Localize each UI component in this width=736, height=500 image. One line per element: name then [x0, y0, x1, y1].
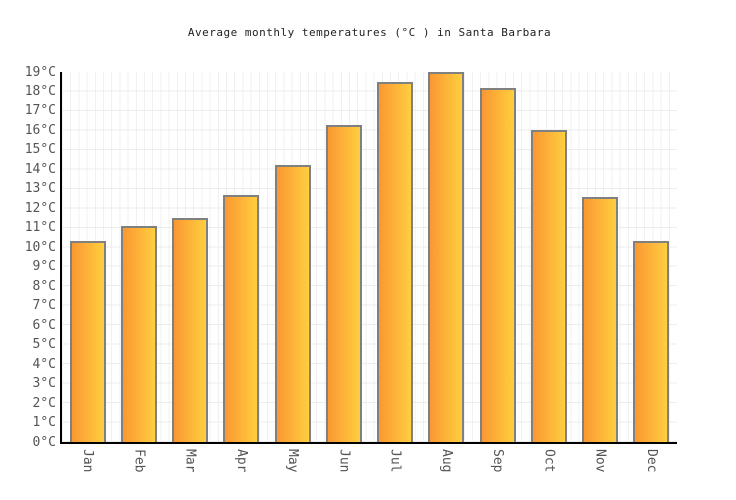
x-axis-tick-label: Aug: [438, 449, 454, 473]
chart-title: Average monthly temperatures (°C ) in Sa…: [187, 26, 552, 39]
bar-slot-oct: [523, 72, 574, 442]
bar-series: [62, 72, 677, 442]
y-axis-tick-label: 16°C: [24, 122, 56, 138]
x-axis-cell-mar: Mar: [165, 449, 216, 472]
x-axis-cell-oct: Oct: [523, 449, 574, 472]
x-axis-cell-aug: Aug: [421, 449, 472, 472]
x-axis-labels: Jan Feb Mar Apr May Jun Jul Aug Sep Oct Nov Dec: [62, 449, 677, 472]
bar-slot-sep: [472, 72, 523, 442]
bar-slot-aug: [421, 72, 472, 442]
bar-slot-nov: [575, 72, 626, 442]
bar-slot-jan: [62, 72, 113, 442]
x-axis-cell-jun: Jun: [318, 449, 369, 472]
bar-slot-jun: [318, 72, 369, 442]
y-axis-tick-label: 6°C: [32, 317, 56, 333]
x-axis-cell-jul: Jul: [370, 449, 421, 472]
x-axis-cell-nov: Nov: [575, 449, 626, 472]
x-axis-tick-label: Feb: [131, 449, 147, 473]
plot-area: [60, 72, 677, 444]
y-axis-labels: 0°C 1°C 2°C 3°C 4°C 5°C 6°C 7°C 8°C 9°C 10°C 11°C 12…: [0, 0, 56, 500]
x-axis-cell-feb: Feb: [113, 449, 164, 472]
x-axis-cell-sep: Sep: [472, 449, 523, 472]
x-axis-tick-label: Sep: [490, 449, 506, 473]
y-axis-tick-label: 12°C: [24, 200, 56, 216]
x-axis-tick-label: Apr: [233, 449, 249, 473]
y-axis-tick-label: 5°C: [32, 337, 56, 353]
x-axis-tick-label: Mar: [182, 449, 198, 473]
y-axis-tick-label: 2°C: [32, 395, 56, 411]
bar-sep: [479, 87, 516, 442]
x-axis-tick-label: Jun: [336, 449, 352, 473]
y-axis-tick-label: 10°C: [24, 239, 56, 255]
x-axis-tick-label: Nov: [592, 449, 608, 473]
y-axis-tick-label: 3°C: [32, 376, 56, 392]
x-axis-tick-label: Oct: [541, 449, 557, 473]
bar-nov: [582, 196, 619, 442]
bar-oct: [530, 130, 567, 442]
y-axis-tick-label: 19°C: [24, 64, 56, 80]
bar-aug: [428, 72, 465, 442]
bar-jun: [325, 124, 362, 442]
y-axis-tick-label: 18°C: [24, 83, 56, 99]
y-axis-tick-label: 7°C: [32, 298, 56, 314]
x-axis-cell-dec: Dec: [626, 449, 677, 472]
x-axis-tick-label: Jul: [387, 449, 403, 473]
bar-feb: [120, 225, 157, 442]
x-axis-tick-label: Dec: [643, 449, 659, 473]
bar-jan: [69, 241, 106, 442]
bar-mar: [172, 218, 209, 442]
bar-slot-mar: [165, 72, 216, 442]
bar-slot-apr: [216, 72, 267, 442]
y-axis-tick-label: 0°C: [32, 434, 56, 450]
y-axis-tick-label: 15°C: [24, 142, 56, 158]
y-axis-tick-label: 11°C: [24, 220, 56, 236]
x-axis-cell-apr: Apr: [216, 449, 267, 472]
bar-slot-jul: [370, 72, 421, 442]
y-axis-tick-label: 8°C: [32, 278, 56, 294]
bar-slot-may: [267, 72, 318, 442]
bar-jul: [377, 81, 414, 442]
x-axis-tick-label: May: [285, 449, 301, 473]
y-axis-tick-label: 1°C: [32, 415, 56, 431]
x-axis-cell-jan: Jan: [62, 449, 113, 472]
y-axis-tick-label: 17°C: [24, 103, 56, 119]
bar-apr: [223, 194, 260, 442]
bar-slot-feb: [113, 72, 164, 442]
x-axis-tick-label: Jan: [80, 449, 96, 473]
y-axis-tick-label: 14°C: [24, 161, 56, 177]
bar-dec: [633, 241, 670, 442]
y-axis-tick-label: 13°C: [24, 181, 56, 197]
bar-may: [274, 165, 311, 442]
bar-slot-dec: [626, 72, 677, 442]
x-axis-cell-may: May: [267, 449, 318, 472]
y-axis-tick-label: 4°C: [32, 356, 56, 372]
y-axis-tick-label: 9°C: [32, 259, 56, 275]
